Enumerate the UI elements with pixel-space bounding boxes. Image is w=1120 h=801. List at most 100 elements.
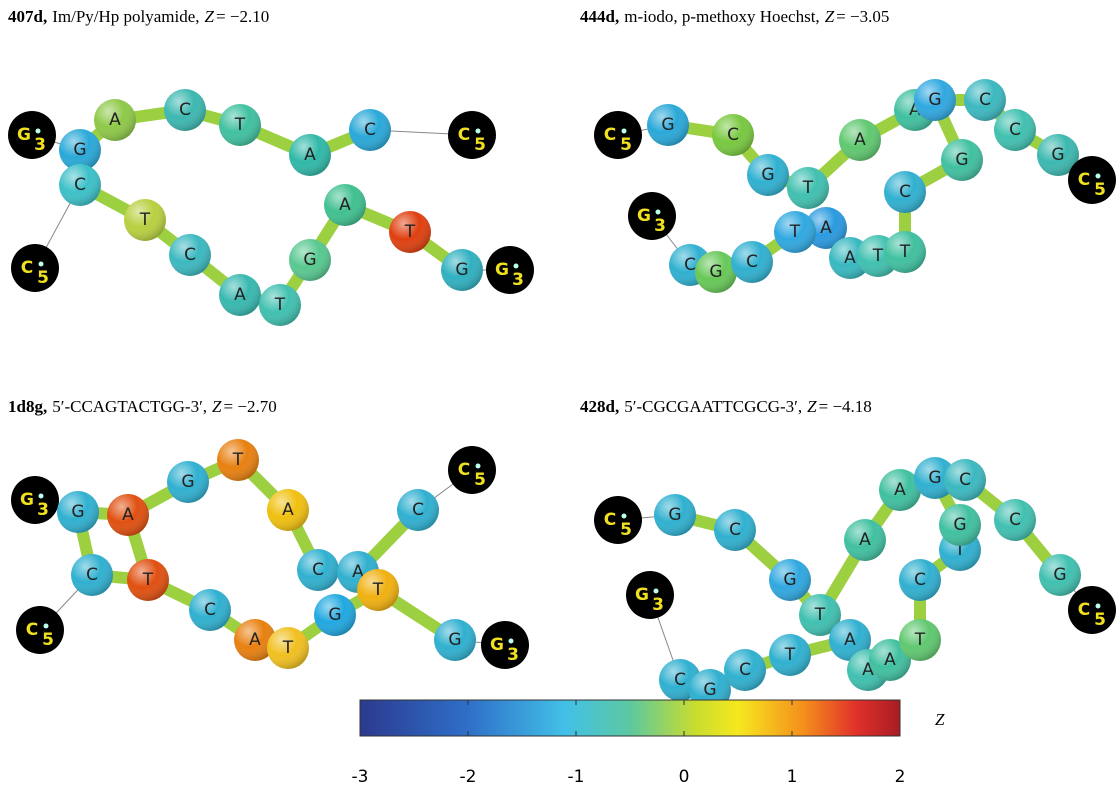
residue-label: C [458,460,470,480]
description: m-iodo, p-methoxy Hoechst, [624,7,819,26]
residue-label: A [109,110,121,130]
residue-label: A [122,505,134,525]
description: 5′-CGCGAATTCGCG-3′, [624,397,802,416]
residue-subscript: 5 [474,135,486,155]
residue-label: T [142,570,154,590]
residue-label: C [1009,510,1021,530]
colorbar: -3-2-1012Z [352,700,945,787]
residue-label: G [328,605,341,625]
terminal-dot [509,639,514,644]
figure: 407d,Im/Py/Hp polyamide,Z= −2.10G3GCACTA… [0,0,1120,801]
residue-label: C [26,620,38,640]
structure-id: 428d, [580,397,619,416]
residue-subscript: 3 [512,270,524,290]
residue-label: G [668,505,681,525]
panel-title: 444d,m-iodo, p-methoxy Hoechst,Z= −3.05 [580,7,889,26]
residue-subscript: 5 [1094,180,1106,200]
residue-label: C [412,500,424,520]
terminal-dot [1096,174,1101,179]
residue-label: G [709,262,722,282]
residue-label: A [844,248,856,268]
residue-label: C [364,120,376,140]
residue-label: T [914,630,926,650]
terminal-dot [476,464,481,469]
residue-label: A [820,218,832,238]
terminal-dot [654,589,659,594]
terminal-dot [1096,604,1101,609]
z-symbol: Z [212,397,222,416]
terminal-dot [39,262,44,267]
residue-label: C [179,100,191,120]
z-symbol: Z [807,397,817,416]
residue-label: T [232,450,244,470]
description: 5′-CCAGTACTGG-3′, [52,397,207,416]
residue-subscript: 5 [37,268,49,288]
residue [1068,586,1116,634]
panel: 1d8g,5′-CCAGTACTGG-3′,Z= −2.70G3GAGTACAC… [8,397,529,669]
residue-label: T [814,605,826,625]
residue-label: C [729,520,741,540]
colorbar-tick-label: -1 [568,767,585,787]
residue-label: A [844,630,856,650]
terminal-dot [39,494,44,499]
structure-id: 444d, [580,7,619,26]
residue-label: T [802,178,814,198]
z-value: = −2.10 [216,7,269,26]
residue-label: G [661,115,674,135]
residue [626,571,674,619]
residue [11,476,59,524]
residue-label: G [17,125,31,145]
residue-label: T [234,115,246,135]
colorbar-tick-label: 2 [895,767,906,787]
residue-subscript: 3 [34,135,46,155]
residue-label: A [854,130,866,150]
residue-subscript: 5 [620,520,632,540]
residue-label: A [859,530,871,550]
residue-label: A [894,480,906,500]
residue-label: G [490,635,504,655]
residue-label: C [674,670,686,690]
residue-label: G [761,165,774,185]
residue-label: C [739,660,751,680]
residue-label: C [204,600,216,620]
colorbar-label: Z [935,710,945,729]
z-symbol: Z [205,7,215,26]
residue-label: G [928,90,941,110]
terminal-dot [36,129,41,134]
residue-label: C [458,125,470,145]
residue-label: G [1051,145,1064,165]
terminal-dot [622,129,627,134]
residue-label: G [955,150,968,170]
residue-subscript: 3 [37,500,49,520]
residue-subscript: 3 [654,216,666,236]
residue-label: A [884,650,896,670]
residue-label: C [914,570,926,590]
colorbar-tick-label: 1 [787,767,798,787]
residue [628,192,676,240]
residue-label: G [303,250,316,270]
residue-label: G [455,260,468,280]
residue-label: G [783,570,796,590]
z-value: = −3.05 [836,7,889,26]
residue-label: G [635,585,649,605]
residue-label: A [339,195,351,215]
panel-title: 1d8g,5′-CCAGTACTGG-3′,Z= −2.70 [8,397,277,416]
residue [486,246,534,294]
residue-label: G [20,490,34,510]
residue [481,621,529,669]
residue-subscript: 3 [652,595,664,615]
colorbar-tick-label: -3 [352,767,369,787]
residue [1068,156,1116,204]
residue-label: G [495,260,509,280]
residue [448,111,496,159]
residue-label: C [604,510,616,530]
residue [8,111,56,159]
terminal-dot [514,264,519,269]
residue-label: G [637,206,651,226]
terminal-dot [656,210,661,215]
z-value: = −2.70 [224,397,277,416]
panel-title: 407d,Im/Py/Hp polyamide,Z= −2.10 [8,7,269,26]
residue-label: C [684,255,696,275]
